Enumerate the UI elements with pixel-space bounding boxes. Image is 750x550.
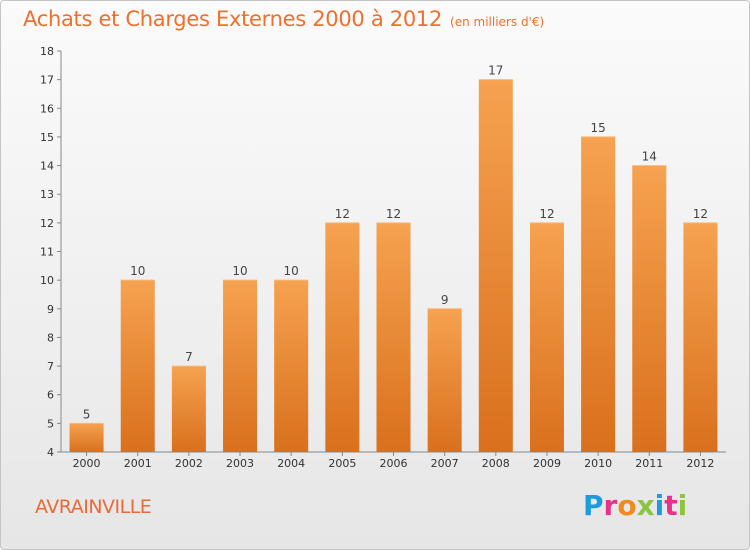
y-tick-label: 8 xyxy=(47,331,54,344)
bar xyxy=(171,366,206,452)
bar xyxy=(427,308,462,452)
city-name: AVRAINVILLE xyxy=(35,496,152,518)
bar xyxy=(581,136,616,452)
bar xyxy=(120,280,155,452)
y-tick-label: 6 xyxy=(47,389,54,402)
data-label: 7 xyxy=(185,350,193,364)
y-tick-label: 17 xyxy=(40,74,54,87)
y-tick-label: 16 xyxy=(40,102,54,115)
x-tick-label: 2011 xyxy=(635,457,663,470)
y-tick-label: 12 xyxy=(40,217,54,230)
x-tick-label: 2008 xyxy=(482,457,510,470)
y-tick-label: 15 xyxy=(40,131,54,144)
chart-unit: (en milliers d'€) xyxy=(450,15,545,29)
data-label: 15 xyxy=(590,121,605,135)
bar xyxy=(274,280,309,452)
logo-letter: P xyxy=(583,489,604,522)
y-tick-label: 7 xyxy=(47,360,54,373)
logo-letter: i xyxy=(677,489,688,522)
logo-letter: t xyxy=(664,489,678,522)
bar xyxy=(529,222,564,452)
y-tick-label: 4 xyxy=(47,446,54,459)
y-tick-label: 9 xyxy=(47,303,54,316)
x-tick-label: 2001 xyxy=(124,457,152,470)
proxiti-logo: Proxiti xyxy=(583,489,687,522)
x-tick-label: 2010 xyxy=(584,457,612,470)
logo-letter: o xyxy=(617,489,637,522)
x-tick-label: 2004 xyxy=(277,457,305,470)
x-tick-label: 2000 xyxy=(73,457,101,470)
x-tick-label: 2002 xyxy=(175,457,203,470)
bar xyxy=(223,280,258,452)
bar xyxy=(632,165,667,453)
data-label: 17 xyxy=(488,64,503,78)
logo-letter: x xyxy=(636,489,655,522)
data-label: 5 xyxy=(83,407,91,421)
data-label: 10 xyxy=(130,264,145,278)
x-tick-label: 2009 xyxy=(533,457,561,470)
data-label: 12 xyxy=(539,207,554,221)
bar xyxy=(376,222,411,452)
data-label: 10 xyxy=(232,264,247,278)
chart-title-text: Achats et Charges Externes 2000 à 2012 xyxy=(23,7,443,31)
data-label: 10 xyxy=(284,264,299,278)
bar xyxy=(683,222,718,452)
y-tick-label: 13 xyxy=(40,188,54,201)
x-tick-label: 2012 xyxy=(686,457,714,470)
y-tick-label: 18 xyxy=(40,45,54,58)
data-label: 12 xyxy=(335,207,350,221)
y-tick-label: 10 xyxy=(40,274,54,287)
bar xyxy=(478,79,513,453)
data-label: 9 xyxy=(441,293,449,307)
chart-title: Achats et Charges Externes 2000 à 2012 (e… xyxy=(23,7,544,31)
x-tick-label: 2007 xyxy=(431,457,459,470)
bar xyxy=(325,222,360,452)
data-label: 12 xyxy=(693,207,708,221)
x-tick-label: 2006 xyxy=(380,457,408,470)
bar xyxy=(69,423,104,452)
data-label: 14 xyxy=(642,150,657,164)
x-tick-label: 2003 xyxy=(226,457,254,470)
y-tick-label: 14 xyxy=(40,160,54,173)
data-label: 12 xyxy=(386,207,401,221)
logo-letter: i xyxy=(654,489,665,522)
y-tick-label: 5 xyxy=(47,417,54,430)
x-tick-label: 2005 xyxy=(328,457,356,470)
logo-letter: r xyxy=(603,489,618,522)
y-tick-label: 11 xyxy=(40,246,54,259)
